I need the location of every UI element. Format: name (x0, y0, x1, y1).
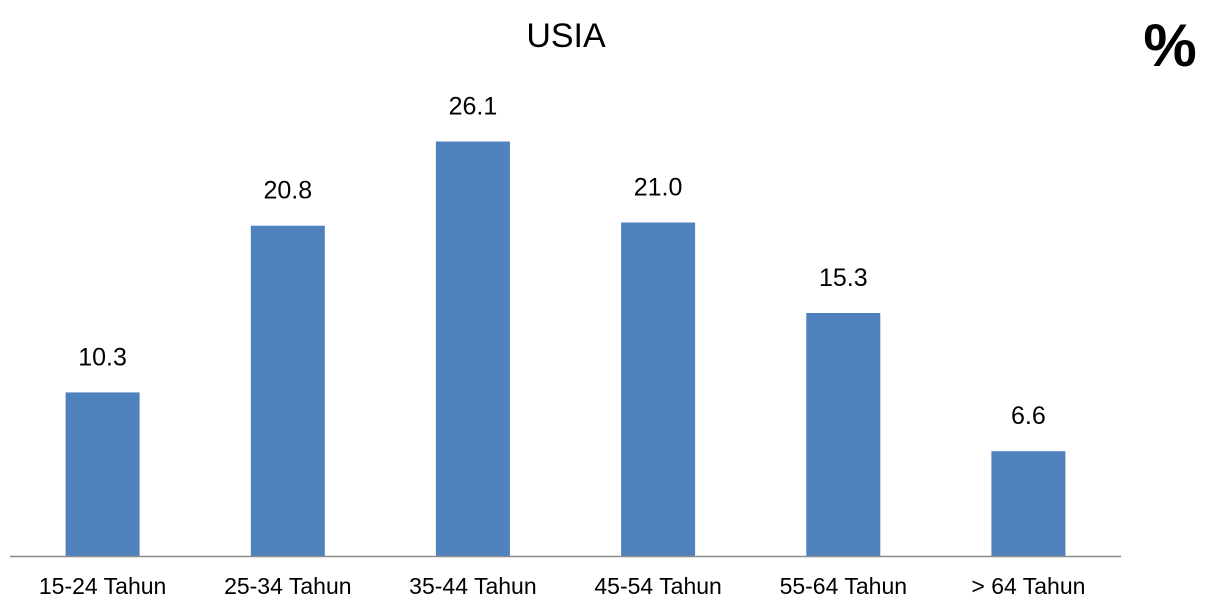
bar-3 (621, 222, 696, 556)
bar-4 (806, 313, 881, 556)
category-label-5: > 64 Tahun (971, 573, 1085, 599)
data-label-1: 20.8 (263, 177, 312, 205)
unit-percent-label: % (1143, 12, 1196, 79)
bars-group (65, 141, 1066, 556)
data-label-4: 15.3 (819, 264, 868, 292)
category-label-2: 35-44 Tahun (409, 573, 536, 599)
data-label-5: 6.6 (1011, 402, 1046, 430)
data-label-0: 10.3 (78, 343, 127, 371)
category-label-4: 55-64 Tahun (780, 573, 907, 599)
category-label-0: 15-24 Tahun (39, 573, 166, 599)
data-label-3: 21.0 (634, 174, 683, 202)
category-label-3: 45-54 Tahun (594, 573, 721, 599)
bar-2 (435, 141, 510, 556)
chart-title: USIA (526, 17, 606, 55)
data-labels-group: 10.3 20.8 26.1 21.0 15.3 6.6 (78, 93, 1046, 431)
category-label-1: 25-34 Tahun (224, 573, 351, 599)
data-label-2: 26.1 (449, 93, 498, 121)
category-labels-group: 15-24 Tahun 25-34 Tahun 35-44 Tahun 45-54 T… (39, 573, 1086, 599)
bar-5 (991, 451, 1066, 556)
bar-1 (250, 225, 325, 556)
bar-0 (65, 392, 140, 556)
